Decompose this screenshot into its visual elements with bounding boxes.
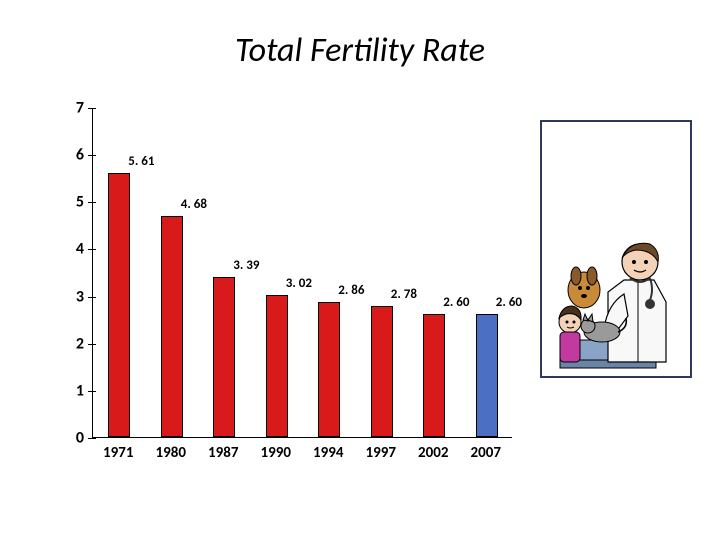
x-tick-label: 1971 bbox=[92, 444, 145, 462]
chart-title: Total Fertility Rate bbox=[0, 30, 720, 71]
y-tick-label: 7 bbox=[66, 99, 84, 118]
bar-value-label: 4. 68 bbox=[181, 197, 207, 212]
y-tick-label: 4 bbox=[66, 240, 84, 259]
y-tick bbox=[88, 391, 96, 392]
x-tick-label: 1990 bbox=[250, 444, 303, 462]
bar-value-label: 2. 78 bbox=[391, 287, 417, 302]
bar-value-label: 3. 39 bbox=[233, 258, 259, 273]
x-tick-label: 2002 bbox=[407, 444, 460, 462]
plot-area: 5. 614. 683. 393. 022. 862. 782. 602. 60 bbox=[92, 108, 512, 438]
x-tick-label: 1987 bbox=[197, 444, 250, 462]
bar bbox=[213, 277, 235, 437]
bar-value-label: 2. 60 bbox=[496, 295, 522, 310]
doctor-clipart bbox=[554, 232, 682, 370]
y-tick-label: 3 bbox=[66, 287, 84, 306]
bar-value-label: 2. 86 bbox=[338, 283, 364, 298]
y-tick bbox=[88, 249, 96, 250]
y-tick-label: 6 bbox=[66, 146, 84, 165]
bar bbox=[371, 306, 393, 437]
bar bbox=[423, 314, 445, 437]
y-tick bbox=[88, 108, 96, 109]
y-tick-label: 2 bbox=[66, 334, 84, 353]
bar-value-label: 2. 60 bbox=[443, 295, 469, 310]
bar bbox=[476, 314, 498, 437]
bar-value-label: 5. 61 bbox=[128, 154, 154, 169]
side-illustration-box bbox=[540, 120, 692, 378]
y-tick-label: 5 bbox=[66, 193, 84, 212]
y-tick-label: 0 bbox=[66, 429, 84, 448]
bar bbox=[266, 295, 288, 437]
y-tick bbox=[88, 297, 96, 298]
y-tick bbox=[88, 344, 96, 345]
x-tick-label: 1994 bbox=[302, 444, 355, 462]
x-tick-label: 1997 bbox=[355, 444, 408, 462]
bar-value-label: 3. 02 bbox=[286, 276, 312, 291]
y-tick bbox=[88, 202, 96, 203]
x-tick-label: 1980 bbox=[145, 444, 198, 462]
x-tick-label: 2007 bbox=[460, 444, 513, 462]
bar-chart: 5. 614. 683. 393. 022. 862. 782. 602. 60… bbox=[62, 108, 512, 468]
bar bbox=[161, 216, 183, 437]
y-tick bbox=[88, 155, 96, 156]
y-tick bbox=[88, 438, 96, 439]
y-tick-label: 1 bbox=[66, 381, 84, 400]
bar bbox=[318, 302, 340, 437]
bars-container: 5. 614. 683. 393. 022. 862. 782. 602. 60 bbox=[93, 108, 512, 437]
bar bbox=[108, 173, 130, 437]
